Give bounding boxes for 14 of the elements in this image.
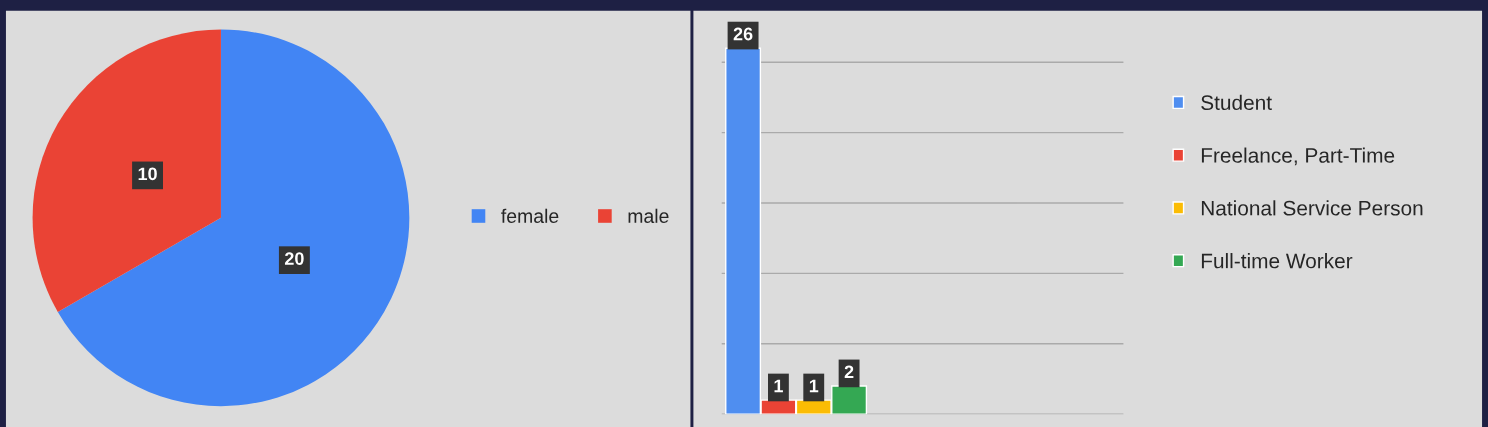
legend-label: Student <box>1201 94 1272 111</box>
data-label: 1 <box>774 379 783 393</box>
data-label: 26 <box>733 27 753 41</box>
legend-label: National Service Person <box>1201 200 1423 216</box>
legend-label: male <box>628 208 669 223</box>
legend-label: Full-time Worker <box>1201 253 1353 269</box>
pie-slice <box>32 29 221 312</box>
data-label: 1 <box>809 379 819 393</box>
data-label: 2 <box>844 365 854 379</box>
data-label: 20 <box>284 252 304 265</box>
pie-slice <box>57 29 410 407</box>
data-label: 10 <box>138 167 157 181</box>
legend-label: female <box>501 208 559 223</box>
legend-label: Freelance, Part-Time <box>1201 147 1395 166</box>
